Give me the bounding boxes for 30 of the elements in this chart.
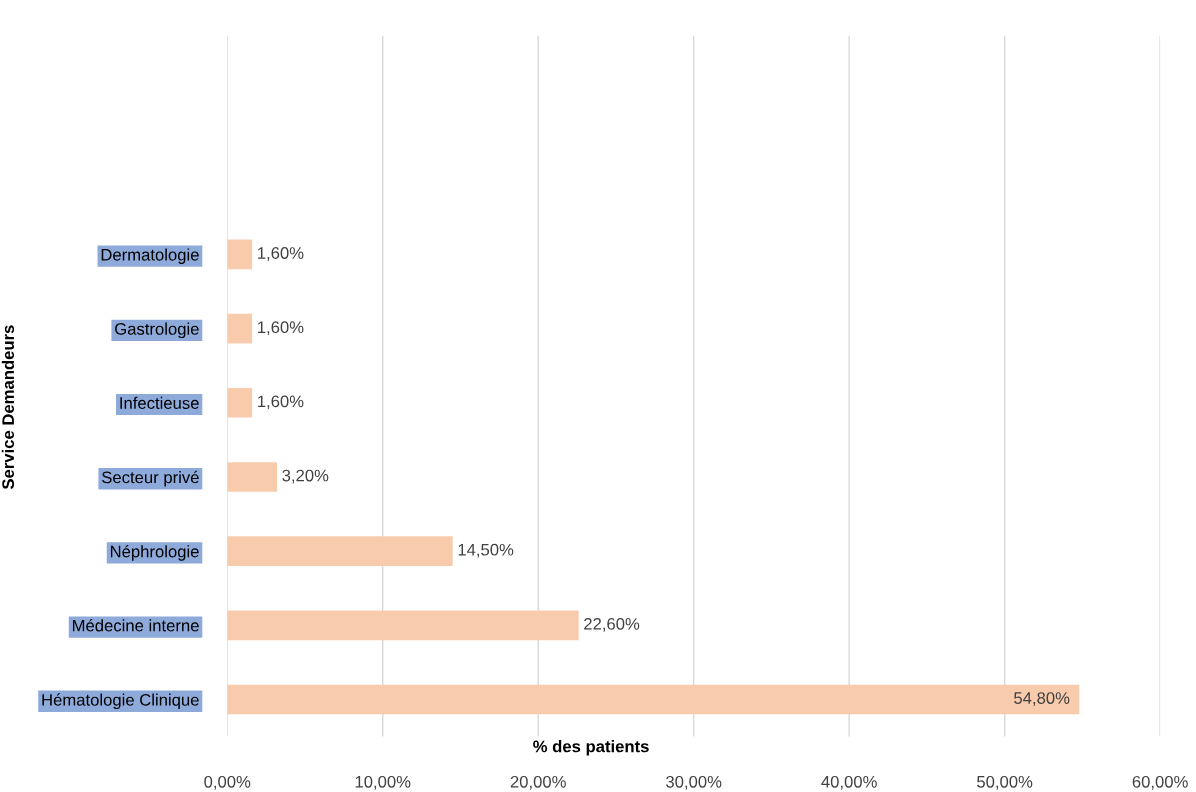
x-tick-label: 50,00%: [977, 775, 1033, 790]
x-axis-title: % des patients: [533, 740, 649, 756]
bar: [227, 387, 253, 418]
x-tick-label: 0,00%: [204, 775, 251, 790]
y-tick-label: Secteur privé: [102, 470, 199, 487]
y-axis-title: Service Demandeurs: [1, 325, 15, 490]
bar: [227, 610, 579, 641]
x-tick-label: 20,00%: [510, 775, 566, 790]
bar: [227, 684, 1080, 715]
bar: [227, 313, 253, 344]
x-tick-label: 30,00%: [666, 775, 722, 790]
y-tick-label: Néphrologie: [110, 544, 199, 561]
data-label: 14,50%: [458, 543, 514, 558]
data-label: 22,60%: [584, 617, 640, 632]
bar: [227, 239, 253, 270]
data-label: 3,20%: [282, 469, 329, 484]
data-label: 1,60%: [258, 321, 304, 336]
bar: [227, 536, 453, 566]
y-tick-label: Gastrologie: [115, 322, 199, 339]
y-tick-label: Médecine interne: [72, 619, 199, 632]
data-label: 1,60%: [258, 395, 304, 410]
y-tick-label: Dermatologie: [101, 248, 199, 264]
x-tick-label: 10,00%: [355, 775, 411, 790]
data-label: 54,80%: [1014, 692, 1070, 706]
x-tick-label: 60,00%: [1132, 775, 1188, 790]
y-tick-label: Hématologie Clinique: [42, 693, 199, 710]
y-tick-label: Infectieuse: [120, 396, 199, 409]
x-tick-label: 40,00%: [821, 775, 877, 790]
bar: [227, 462, 277, 492]
data-label: 1,60%: [258, 247, 304, 261]
